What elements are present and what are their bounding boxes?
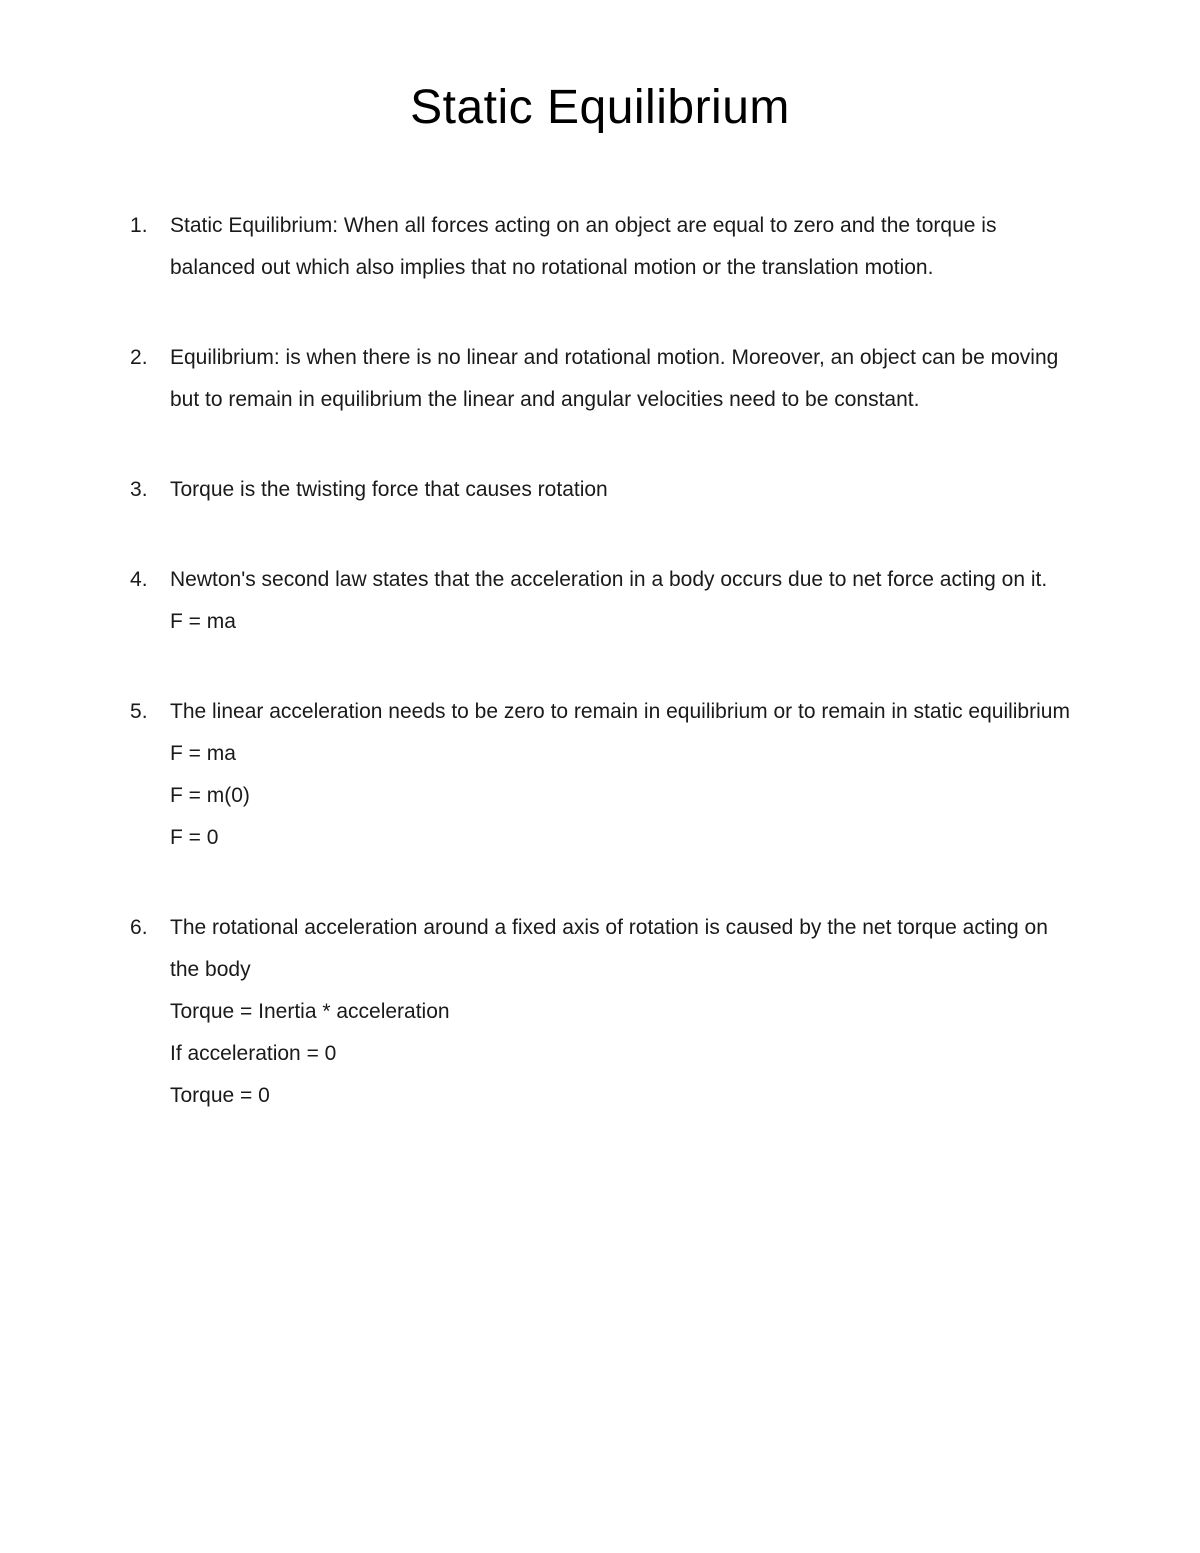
list-item: Torque is the twisting force that causes… <box>130 469 1070 511</box>
list-item: Static Equilibrium: When all forces acti… <box>130 205 1070 289</box>
list-item-text: F = 0 <box>170 817 1070 859</box>
list-item: The linear acceleration needs to be zero… <box>130 691 1070 859</box>
list-item-text: Equilibrium: is when there is no linear … <box>170 337 1070 421</box>
list-item-text: F = m(0) <box>170 775 1070 817</box>
list-item-text: F = ma <box>170 601 1070 643</box>
list-item: Equilibrium: is when there is no linear … <box>130 337 1070 421</box>
numbered-list: Static Equilibrium: When all forces acti… <box>130 205 1070 1117</box>
list-item-text: Torque is the twisting force that causes… <box>170 469 1070 511</box>
list-item-text: Torque = Inertia * acceleration <box>170 991 1070 1033</box>
list-item-text: Newton's second law states that the acce… <box>170 559 1070 601</box>
list-item: Newton's second law states that the acce… <box>130 559 1070 643</box>
page-title: Static Equilibrium <box>130 80 1070 135</box>
list-item-text: The linear acceleration needs to be zero… <box>170 691 1070 733</box>
list-item: The rotational acceleration around a fix… <box>130 907 1070 1117</box>
list-item-text: Torque = 0 <box>170 1075 1070 1117</box>
list-item-text: F = ma <box>170 733 1070 775</box>
list-item-text: The rotational acceleration around a fix… <box>170 907 1070 991</box>
list-item-text: Static Equilibrium: When all forces acti… <box>170 205 1070 289</box>
list-item-text: If acceleration = 0 <box>170 1033 1070 1075</box>
